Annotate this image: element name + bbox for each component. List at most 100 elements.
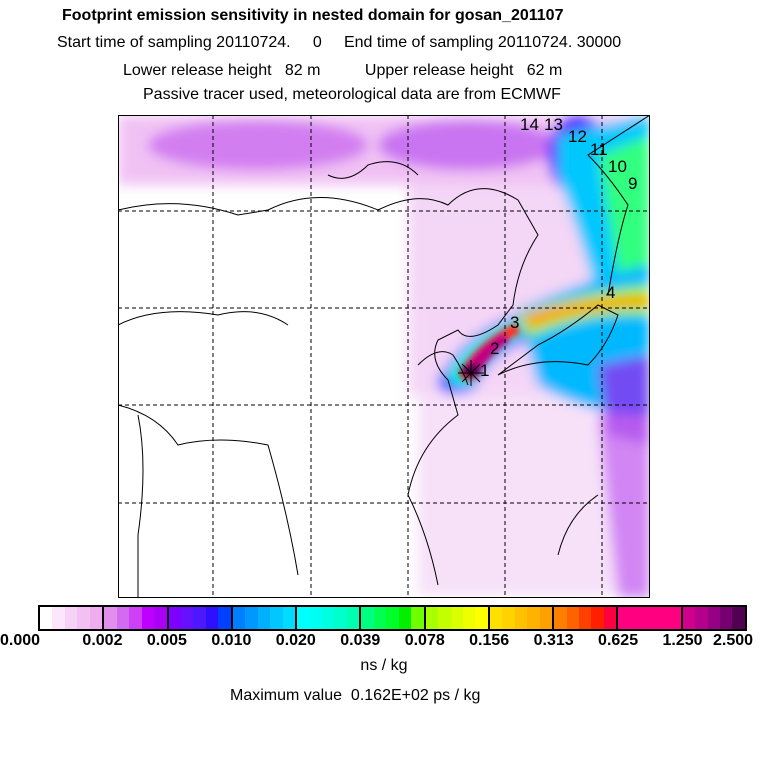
day-label: 2 bbox=[490, 339, 499, 358]
colorbar-tick-label: 0.010 bbox=[211, 632, 252, 649]
color-swatch bbox=[168, 607, 181, 629]
color-swatch bbox=[361, 607, 374, 629]
color-swatch bbox=[232, 607, 246, 629]
color-swatch bbox=[52, 607, 65, 629]
colorbar-segment bbox=[232, 607, 298, 629]
color-swatch bbox=[40, 607, 53, 629]
coastlines bbox=[118, 115, 650, 598]
color-swatch bbox=[282, 607, 296, 629]
day-label: 9 bbox=[628, 174, 637, 193]
color-swatch bbox=[193, 607, 206, 629]
colorbar-segment bbox=[618, 607, 683, 629]
colorbar-segment bbox=[297, 607, 362, 629]
colorbar-tick-label: 0.625 bbox=[598, 632, 639, 649]
color-swatch bbox=[720, 607, 733, 629]
color-swatch bbox=[141, 607, 155, 629]
color-swatch bbox=[218, 607, 231, 629]
color-swatch bbox=[682, 607, 696, 629]
colorbar-tick-label: 0.000 bbox=[0, 632, 41, 649]
colorbar-tick-label: 0.005 bbox=[146, 632, 187, 649]
colorbar-segment bbox=[489, 607, 555, 629]
color-swatch bbox=[475, 607, 488, 629]
color-swatch bbox=[539, 607, 553, 629]
day-label: 10 bbox=[608, 157, 627, 176]
colorbar-segment bbox=[168, 607, 233, 629]
colorbar-segment bbox=[682, 607, 745, 629]
color-swatch bbox=[438, 607, 451, 629]
tracer-info: Passive tracer used, meteorological data… bbox=[143, 86, 561, 103]
color-swatch bbox=[707, 607, 721, 629]
colorbar-units: ns / kg bbox=[360, 657, 408, 674]
color-swatch bbox=[154, 607, 167, 629]
colorbar-tick-label: 0.002 bbox=[82, 632, 123, 649]
color-swatch bbox=[489, 607, 503, 629]
color-swatch bbox=[398, 607, 412, 629]
color-swatch bbox=[346, 607, 360, 629]
color-swatch bbox=[89, 607, 103, 629]
color-swatch bbox=[554, 607, 567, 629]
color-swatch bbox=[104, 607, 117, 629]
footprint-map: 1 2 3 4 9 10 11 12 13 14 bbox=[118, 115, 650, 598]
color-swatch bbox=[64, 607, 78, 629]
color-swatch bbox=[502, 607, 515, 629]
day-label: 11 bbox=[590, 140, 608, 159]
color-swatch bbox=[116, 607, 130, 629]
colorbar-segment bbox=[361, 607, 426, 629]
color-swatch bbox=[334, 607, 347, 629]
color-swatch bbox=[618, 607, 631, 629]
colorbar-segment bbox=[554, 607, 619, 629]
color-swatch bbox=[695, 607, 708, 629]
color-swatch bbox=[411, 607, 424, 629]
color-swatch bbox=[180, 607, 194, 629]
color-swatch bbox=[643, 607, 656, 629]
color-swatch bbox=[579, 607, 592, 629]
color-swatch bbox=[309, 607, 322, 629]
color-swatch bbox=[425, 607, 439, 629]
color-swatch bbox=[603, 607, 617, 629]
colorbar bbox=[38, 605, 747, 631]
color-swatch bbox=[257, 607, 271, 629]
colorbar-tick-label: 0.313 bbox=[533, 632, 574, 649]
color-swatch bbox=[514, 607, 528, 629]
color-swatch bbox=[450, 607, 463, 629]
color-swatch bbox=[297, 607, 310, 629]
colorbar-segment bbox=[40, 607, 105, 629]
color-swatch bbox=[591, 607, 604, 629]
colorbar-tick-label: 2.500 bbox=[712, 632, 754, 649]
day-label: 12 bbox=[568, 127, 587, 146]
colorbar-segment bbox=[425, 607, 490, 629]
colorbar-tick-label: 0.156 bbox=[469, 632, 510, 649]
emission-field bbox=[118, 115, 650, 598]
color-swatch bbox=[373, 607, 387, 629]
receptor-star-marker bbox=[458, 360, 484, 386]
day-label: 1 bbox=[480, 361, 489, 380]
colorbar-tick-label: 0.039 bbox=[340, 632, 381, 649]
colorbar-tick-label: 1.250 bbox=[662, 632, 703, 649]
color-swatch bbox=[732, 607, 745, 629]
color-swatch bbox=[386, 607, 399, 629]
color-swatch bbox=[270, 607, 283, 629]
color-swatch bbox=[321, 607, 335, 629]
day-label: 4 bbox=[606, 283, 615, 302]
color-swatch bbox=[245, 607, 258, 629]
grid-lines bbox=[118, 115, 650, 598]
day-label: 13 bbox=[544, 115, 563, 134]
color-swatch bbox=[630, 607, 644, 629]
plot-title: Footprint emission sensitivity in nested… bbox=[62, 7, 564, 24]
color-swatch bbox=[462, 607, 476, 629]
day-label: 14 bbox=[520, 115, 539, 134]
color-swatch bbox=[668, 607, 681, 629]
colorbar-tick-label: 0.078 bbox=[404, 632, 445, 649]
sampling-time: Start time of sampling 20110724. 0 End t… bbox=[57, 34, 622, 51]
color-swatch bbox=[77, 607, 90, 629]
color-swatch bbox=[205, 607, 219, 629]
color-swatch bbox=[655, 607, 669, 629]
day-label: 3 bbox=[510, 313, 519, 332]
colorbar-tick-label: 0.020 bbox=[275, 632, 316, 649]
color-swatch bbox=[527, 607, 540, 629]
release-height: Lower release height 82 m Upper release … bbox=[123, 62, 563, 79]
maximum-value: Maximum value 0.162E+02 ps / kg bbox=[230, 687, 481, 704]
color-swatch bbox=[566, 607, 580, 629]
colorbar-segment bbox=[104, 607, 169, 629]
color-swatch bbox=[129, 607, 142, 629]
